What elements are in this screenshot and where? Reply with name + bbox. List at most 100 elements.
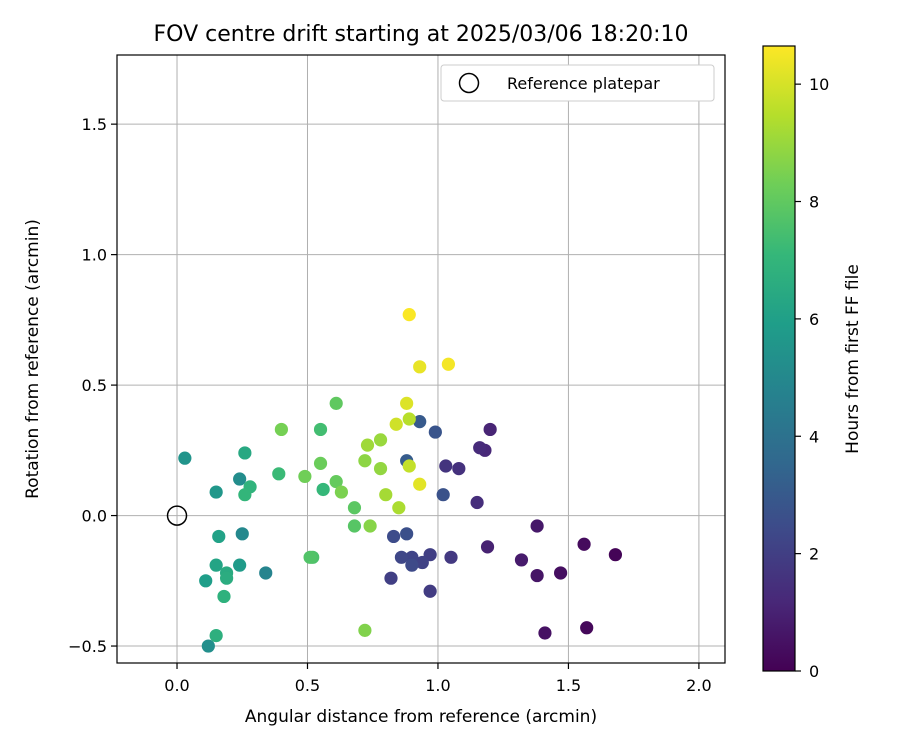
data-point — [402, 412, 416, 426]
data-point — [313, 456, 328, 470]
data-point — [444, 550, 458, 564]
data-point — [577, 537, 591, 551]
chart-title: FOV centre drift starting at 2025/03/06 … — [154, 22, 689, 47]
colorbar-tick-label: 10 — [809, 75, 829, 94]
x-tick-label: 1.5 — [556, 676, 581, 695]
colorbar-ticks: 0 2 4 6 8 10 — [795, 75, 829, 681]
data-point — [480, 540, 495, 554]
data-point — [274, 422, 288, 437]
legend-label: Reference platepar — [507, 74, 660, 93]
data-point — [392, 501, 406, 515]
x-axis-ticks: 0.0 0.5 1.0 1.5 2.0 — [164, 663, 712, 695]
data-points — [178, 308, 623, 653]
y-axis-label: Rotation from reference (arcmin) — [23, 219, 43, 499]
reference-marker-group — [166, 505, 188, 526]
data-point — [334, 485, 349, 499]
data-point — [400, 396, 414, 410]
data-point — [358, 454, 372, 468]
data-point — [209, 629, 223, 643]
y-tick-label: 0.5 — [82, 376, 107, 395]
data-point — [303, 550, 317, 564]
legend: Reference platepar — [440, 64, 715, 102]
data-point — [402, 308, 416, 322]
data-point — [316, 482, 330, 497]
data-point — [530, 568, 544, 583]
x-tick-label: 1.0 — [425, 676, 450, 695]
x-tick-label: 0.0 — [164, 676, 189, 695]
data-point — [538, 626, 552, 640]
x-tick-label: 2.0 — [686, 676, 711, 695]
data-point — [580, 621, 594, 635]
data-point — [394, 550, 409, 564]
colorbar: 0 2 4 6 8 10 Hours from first FF file — [762, 45, 863, 681]
data-point — [415, 555, 429, 570]
data-point — [436, 488, 450, 502]
data-point — [405, 558, 419, 572]
data-point — [209, 485, 223, 499]
legend-box — [440, 64, 715, 102]
grid-lines — [117, 55, 725, 663]
data-point — [428, 425, 442, 439]
y-axis-ticks: −0.5 0.0 0.5 1.0 1.5 — [68, 115, 117, 656]
colorbar-frame — [762, 45, 796, 672]
data-point — [413, 360, 427, 374]
colorbar-tick-label: 2 — [809, 545, 819, 564]
data-point — [235, 527, 249, 541]
y-tick-label: 0.0 — [82, 507, 107, 526]
colorbar-tick-label: 6 — [809, 310, 819, 329]
colorbar-label: Hours from first FF file — [843, 264, 863, 454]
data-point — [389, 417, 403, 431]
data-point — [201, 639, 215, 653]
data-point — [298, 469, 312, 484]
data-point — [358, 623, 372, 637]
data-point — [233, 472, 247, 486]
data-point — [473, 441, 487, 455]
legend-marker-open-circle — [458, 72, 480, 94]
data-point — [439, 459, 453, 473]
data-point — [363, 519, 377, 533]
y-tick-label: 1.0 — [82, 246, 107, 265]
data-point — [199, 574, 213, 588]
data-point — [530, 519, 544, 533]
colorbar-tick-label: 0 — [809, 662, 819, 681]
x-tick-label: 0.5 — [295, 676, 320, 695]
data-point — [313, 422, 328, 437]
data-point — [329, 475, 343, 489]
y-tick-label: −0.5 — [68, 637, 107, 656]
data-point — [360, 438, 375, 452]
data-point — [212, 529, 226, 544]
data-point — [373, 461, 388, 476]
data-point — [373, 433, 388, 447]
data-point — [329, 396, 343, 410]
data-point — [178, 451, 192, 465]
data-point — [238, 488, 252, 502]
x-axis-label: Angular distance from reference (arcmin) — [245, 707, 597, 727]
data-point — [470, 495, 484, 510]
data-point — [259, 566, 273, 580]
y-tick-label: 1.5 — [82, 115, 107, 134]
data-point — [483, 422, 497, 437]
plot-area — [117, 55, 725, 663]
data-point — [209, 558, 223, 572]
colorbar-fill — [763, 46, 795, 671]
data-point — [514, 553, 529, 567]
data-point — [413, 415, 427, 429]
colorbar-tick-label: 4 — [809, 427, 819, 446]
data-point — [272, 467, 286, 481]
data-point — [452, 461, 466, 476]
data-point — [402, 459, 416, 473]
data-point — [219, 571, 234, 585]
data-point — [379, 488, 393, 502]
data-point — [608, 548, 623, 562]
data-point — [554, 566, 568, 580]
data-point — [384, 571, 398, 585]
data-point — [400, 527, 414, 541]
data-point — [238, 446, 252, 460]
data-point — [413, 477, 427, 491]
colorbar-tick-label: 8 — [809, 193, 819, 212]
data-point — [347, 519, 362, 533]
data-point — [347, 501, 362, 515]
data-point — [441, 357, 455, 371]
data-point — [233, 558, 247, 572]
